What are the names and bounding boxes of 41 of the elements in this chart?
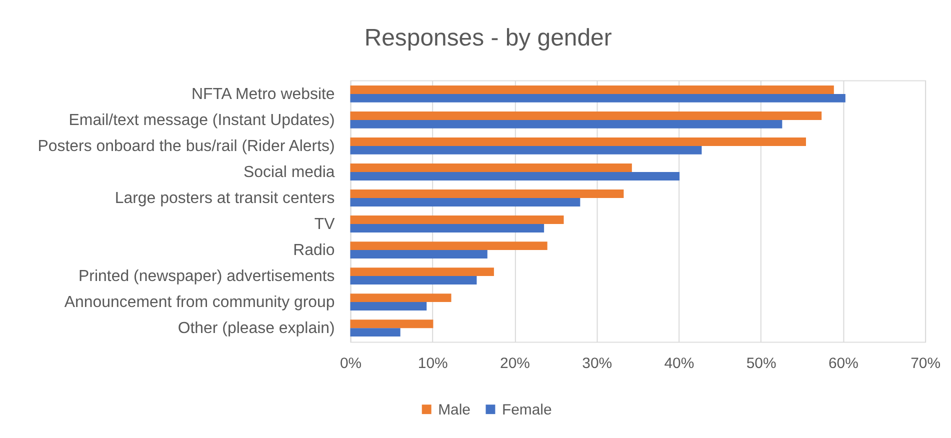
bar <box>350 94 846 102</box>
bar <box>350 138 806 146</box>
y-tick-label: Large posters at transit centers <box>114 190 335 207</box>
bar <box>350 164 632 172</box>
bar <box>350 320 434 328</box>
y-tick-label: Announcement from community group <box>64 294 335 312</box>
y-tick-label: Social media <box>243 164 335 181</box>
y-tick-label: Email/text message (Instant Updates) <box>68 112 335 129</box>
x-tick-label: 30% <box>582 355 612 372</box>
y-tick-label: NFTA Metro website <box>191 86 335 103</box>
bar <box>350 216 564 224</box>
bar <box>350 198 580 206</box>
x-tick-label: 40% <box>664 355 694 372</box>
x-tick-label: 60% <box>828 355 858 372</box>
chart-title: Responses - by gender <box>364 24 612 52</box>
legend-label: Male <box>438 401 470 418</box>
bar <box>350 268 494 276</box>
y-tick-label: TV <box>314 216 336 234</box>
bar <box>350 294 452 302</box>
bar <box>350 302 427 311</box>
x-tick-label: 0% <box>340 355 362 372</box>
bar <box>350 172 680 180</box>
y-tick-label: Other (please explain) <box>178 320 335 338</box>
bar <box>350 224 544 232</box>
legend-label: Female <box>502 401 552 418</box>
bar <box>350 146 702 154</box>
y-tick-label: Printed (newspaper) advertisements <box>78 268 335 286</box>
x-tick-label: 20% <box>500 355 530 372</box>
x-tick-label: 10% <box>418 355 448 372</box>
bar <box>350 190 624 198</box>
bar <box>350 85 834 94</box>
y-tick-label: Posters onboard the bus/rail (Rider Alerts) <box>38 138 335 155</box>
bar <box>350 276 477 284</box>
bar <box>350 120 782 128</box>
x-tick-label: 70% <box>910 355 941 372</box>
bar <box>350 112 822 120</box>
bar <box>350 250 488 258</box>
bar <box>350 242 548 250</box>
bar <box>350 328 400 337</box>
x-tick-label: 50% <box>746 355 776 372</box>
y-tick-label: Radio <box>293 242 335 260</box>
